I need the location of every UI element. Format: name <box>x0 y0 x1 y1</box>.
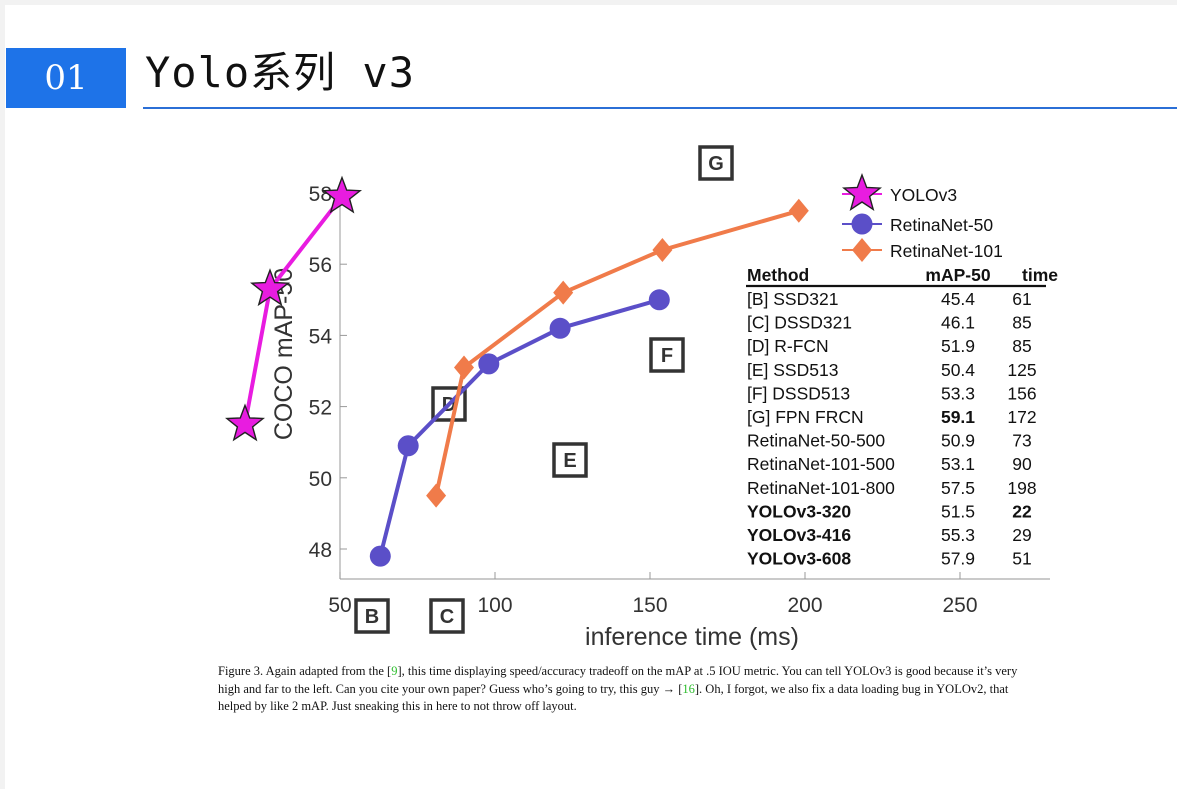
table-cell-time: 85 <box>1012 313 1031 333</box>
table-cell-method: YOLOv3-416 <box>747 525 851 545</box>
table-cell-method: YOLOv3-608 <box>747 549 851 569</box>
table-cell-method: [D] R-FCN <box>747 336 829 356</box>
caption-text-1: Figure 3. Again adapted from the [ <box>218 664 392 678</box>
legend-marker-yolov3 <box>842 173 882 212</box>
table-cell-method: [F] DSSD513 <box>747 383 850 403</box>
data-point-retinanet-50 <box>549 317 571 339</box>
table-cell-time: 172 <box>1007 407 1036 427</box>
table-cell-map: 51.5 <box>941 501 975 521</box>
data-point-retinanet-101 <box>652 237 673 262</box>
data-point-retinanet-101 <box>553 280 574 305</box>
reference-box-c <box>429 598 465 634</box>
reference-box-d <box>431 386 467 422</box>
table-cell-time: 61 <box>1012 289 1031 309</box>
slide-title: Yolo系列 v3 <box>145 48 416 97</box>
data-point-yolov3 <box>225 403 265 442</box>
table-cell-time: 22 <box>1012 501 1032 521</box>
reference-box-e <box>552 442 588 478</box>
table-cell-time: 85 <box>1012 336 1031 356</box>
table-cell-method: RetinaNet-101-800 <box>747 478 895 498</box>
y-tick-label: 56 <box>309 254 332 277</box>
table-cell-map: 50.4 <box>941 360 975 380</box>
table-cell-map: 50.9 <box>941 431 975 451</box>
table-header-method: Method <box>747 265 809 285</box>
legend-label-retinanet-101: RetinaNet-101 <box>890 241 1003 261</box>
reference-box-label: G <box>708 153 724 175</box>
data-point-retinanet-50 <box>478 353 500 375</box>
data-point-retinanet-50 <box>369 545 391 567</box>
table-cell-map: 55.3 <box>941 525 975 545</box>
table-cell-method: RetinaNet-50-500 <box>747 431 885 451</box>
y-tick-label: 52 <box>309 397 332 420</box>
table-header-time: time <box>1022 265 1058 285</box>
reference-box-label: E <box>563 450 576 472</box>
figure-caption: Figure 3. Again adapted from the [9], th… <box>218 663 1028 716</box>
table-cell-time: 29 <box>1012 525 1031 545</box>
x-tick-label: 200 <box>787 594 822 617</box>
table-cell-method: [E] SSD513 <box>747 360 838 380</box>
data-point-yolov3 <box>250 268 290 307</box>
x-tick-label: 50 <box>328 594 351 617</box>
reference-box-f <box>649 337 685 373</box>
table-cell-map: 57.5 <box>941 478 975 498</box>
legend-label-retinanet-50: RetinaNet-50 <box>890 215 993 235</box>
y-tick-label: 48 <box>309 539 332 562</box>
table-cell-map: 53.3 <box>941 383 975 403</box>
y-tick-label: 54 <box>309 325 333 348</box>
x-axis-label: inference time (ms) <box>585 623 799 651</box>
caption-text-3: ]. Oh, I forgot, we also fix a data load… <box>218 681 1009 714</box>
table-cell-map: 45.4 <box>941 289 975 309</box>
table-cell-time: 73 <box>1012 431 1031 451</box>
reference-box-b <box>354 598 390 634</box>
reference-box-label: C <box>440 606 454 628</box>
x-tick-label: 150 <box>632 594 667 617</box>
caption-text-2: ], this time displaying speed/accuracy t… <box>218 664 1018 696</box>
caption-ref-16[interactable]: 16 <box>682 681 695 696</box>
data-point-retinanet-50 <box>648 289 670 311</box>
x-tick-label: 100 <box>477 594 512 617</box>
table-cell-map: 51.9 <box>941 336 975 356</box>
table-cell-map: 59.1 <box>941 407 975 427</box>
table-cell-time: 125 <box>1007 360 1036 380</box>
data-point-yolov3 <box>321 175 363 214</box>
table-cell-time: 156 <box>1007 383 1036 403</box>
legend-marker-retinanet-50 <box>851 213 873 235</box>
table-cell-map: 57.9 <box>941 549 975 569</box>
y-tick-label: 58 <box>309 183 332 206</box>
slide: 01 Yolo系列 v3 <box>5 5 1177 789</box>
legend-label-yolov3: YOLOv3 <box>890 185 957 205</box>
data-point-retinanet-101 <box>788 198 809 223</box>
table-cell-time: 198 <box>1007 478 1036 498</box>
y-tick-label: 50 <box>309 468 332 491</box>
table-cell-method: [G] FPN FRCN <box>747 407 864 427</box>
title-underline <box>143 107 1177 109</box>
table-cell-method: [C] DSSD321 <box>747 313 852 333</box>
table-cell-method: RetinaNet-101-500 <box>747 454 895 474</box>
series-line-retinanet-101 <box>434 208 800 497</box>
reference-box-g <box>698 145 734 181</box>
table-cell-time: 90 <box>1012 454 1032 474</box>
table-cell-map: 53.1 <box>941 454 975 474</box>
data-point-retinanet-50 <box>397 435 419 457</box>
data-point-retinanet-101 <box>454 355 474 380</box>
series-line-retinanet-50 <box>378 297 660 557</box>
table-cell-method: [B] SSD321 <box>747 289 838 309</box>
reference-box-label: F <box>661 345 673 367</box>
x-tick-label: 250 <box>942 594 977 617</box>
table-cell-map: 46.1 <box>941 313 975 333</box>
section-number-badge: 01 <box>6 48 126 108</box>
table-cell-time: 51 <box>1012 549 1031 569</box>
reference-box-label: B <box>365 606 379 628</box>
caption-ref-9[interactable]: 9 <box>391 664 398 678</box>
table-cell-method: YOLOv3-320 <box>747 501 851 521</box>
table-header-map: mAP-50 <box>925 265 990 285</box>
data-point-retinanet-101 <box>426 483 447 508</box>
legend-marker-retinanet-101 <box>852 238 872 262</box>
